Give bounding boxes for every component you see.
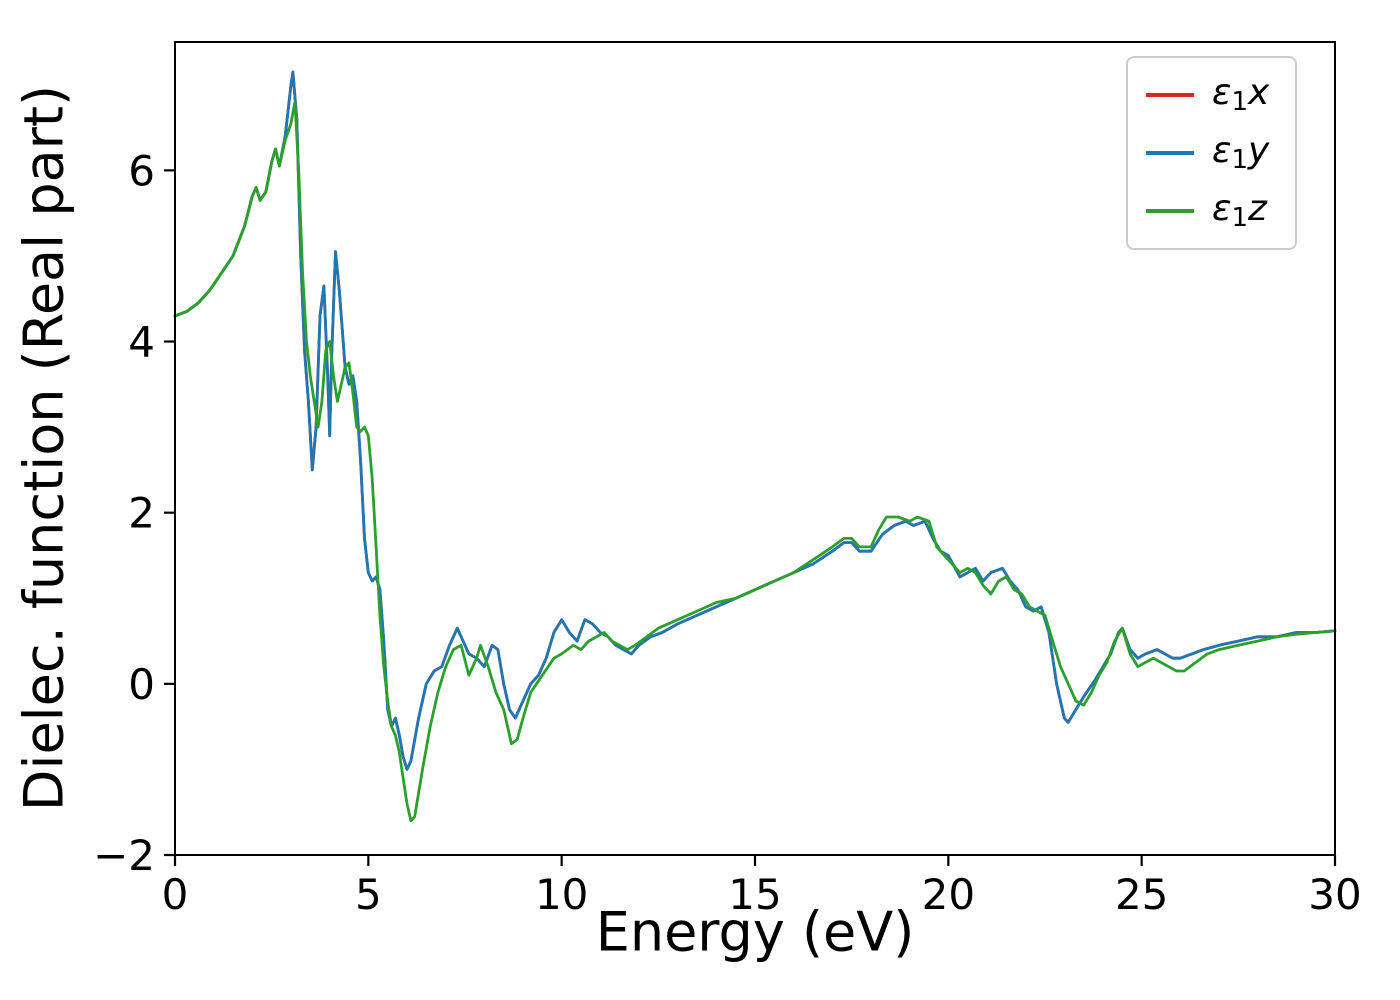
series-line-e1y [173, 70, 1337, 771]
x-tick-label: 0 [162, 870, 189, 919]
y-tick-label: 4 [128, 318, 155, 367]
x-axis-label: Energy (eV) [595, 900, 915, 964]
x-tick-label: 20 [922, 870, 975, 919]
x-tick-label: 30 [1308, 870, 1361, 919]
x-tick-label: 10 [535, 870, 588, 919]
y-tick-label: 0 [128, 660, 155, 709]
x-tick-label: 5 [355, 870, 382, 919]
y-tick-label: 2 [128, 489, 155, 538]
legend-line-swatch [1146, 151, 1194, 155]
legend-line-swatch [1146, 93, 1194, 97]
series-line-e1z [173, 100, 1337, 823]
legend-label: ε1y [1212, 130, 1270, 175]
x-tick-label: 25 [1115, 870, 1168, 919]
legend-entry: ε1x [1146, 70, 1269, 120]
y-axis-label: Dielec. function (Real part) [12, 84, 76, 812]
legend-entry: ε1z [1146, 186, 1269, 236]
legend-label: ε1z [1212, 188, 1267, 233]
legend-label: ε1x [1212, 72, 1270, 117]
x-tick-label: 15 [728, 870, 781, 919]
legend-entry: ε1y [1146, 128, 1269, 178]
y-tick-label: −2 [93, 831, 155, 880]
legend: ε1x ε1y ε1z [1126, 56, 1298, 250]
legend-line-swatch [1146, 209, 1194, 213]
y-tick-label: 6 [128, 146, 155, 195]
